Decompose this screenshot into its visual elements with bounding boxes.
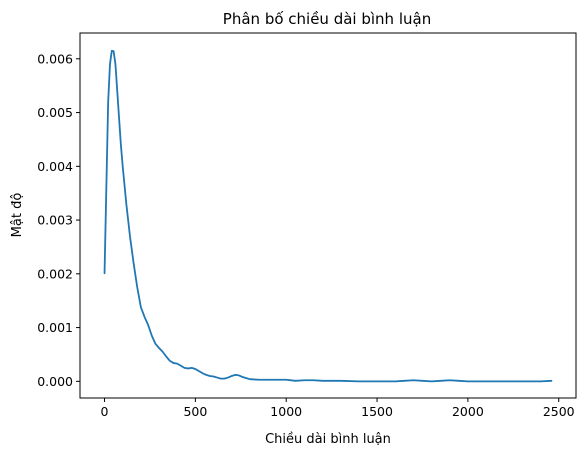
y-tick-label: 0.006 <box>37 51 73 66</box>
x-tick-label: 2500 <box>543 404 575 419</box>
x-axis-label: Chiều dài bình luận <box>265 432 391 447</box>
x-axis: 0 500 1000 1500 2000 2500 <box>101 398 575 419</box>
y-tick-label: 0.003 <box>37 213 73 228</box>
y-tick-label: 0.002 <box>37 266 73 281</box>
plot-frame <box>79 32 577 399</box>
plot-area <box>79 32 577 399</box>
y-tick-label: 0.001 <box>37 320 73 335</box>
y-axis: 0.000 0.001 0.002 0.003 0.004 0.005 0.006 <box>37 51 80 389</box>
chart-title: Phân bố chiều dài bình luận <box>223 10 431 28</box>
y-tick-label: 0.004 <box>37 159 73 174</box>
x-tick-label: 1000 <box>270 404 302 419</box>
y-tick-label: 0.005 <box>37 105 73 120</box>
density-series-line <box>103 49 553 383</box>
x-tick-label: 1500 <box>361 404 393 419</box>
y-tick-label: 0.000 <box>37 374 73 389</box>
y-axis-label: Mật độ <box>10 193 25 238</box>
x-tick-label: 0 <box>101 404 109 419</box>
x-tick-label: 500 <box>183 404 207 419</box>
x-tick-label: 2000 <box>452 404 484 419</box>
